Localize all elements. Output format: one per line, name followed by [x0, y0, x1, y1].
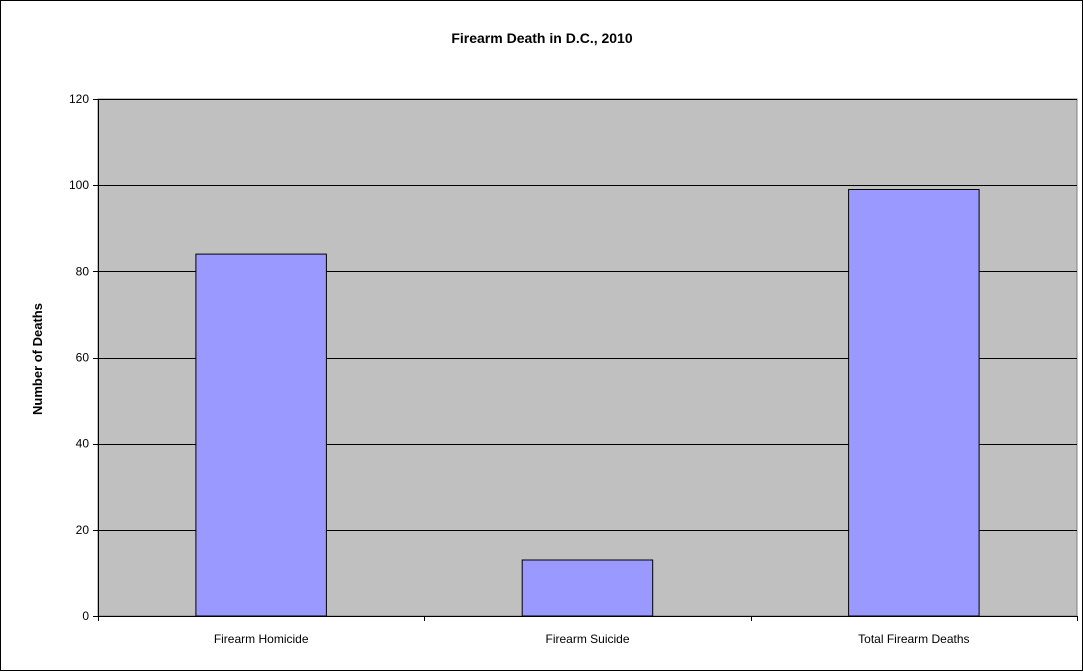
- axes: [93, 99, 1078, 621]
- y-tick-label: 40: [76, 437, 90, 451]
- x-tick-label: Firearm Suicide: [545, 632, 629, 646]
- y-tick-label: 60: [76, 351, 90, 365]
- chart-title: Firearm Death in D.C., 2010: [451, 30, 633, 46]
- y-tick-label: 0: [82, 609, 89, 623]
- x-tick-label: Total Firearm Deaths: [858, 632, 969, 646]
- y-tick-label: 80: [76, 264, 90, 278]
- y-axis-title: Number of Deaths: [30, 303, 45, 415]
- x-tick-label: Firearm Homicide: [214, 632, 309, 646]
- bar-firearm-homicide: [195, 253, 327, 617]
- bar-total-firearm-deaths: [848, 189, 980, 617]
- y-tick-label: 100: [69, 178, 89, 192]
- y-tick-label: 120: [69, 92, 89, 106]
- bar-firearm-suicide: [521, 559, 654, 617]
- y-tick-labels: 0 20 40 60 80 100 120: [69, 92, 89, 623]
- bars: [195, 189, 980, 617]
- x-tick-labels: Firearm Homicide Firearm Suicide Total Fir…: [214, 632, 970, 646]
- y-tick-label: 20: [76, 523, 90, 537]
